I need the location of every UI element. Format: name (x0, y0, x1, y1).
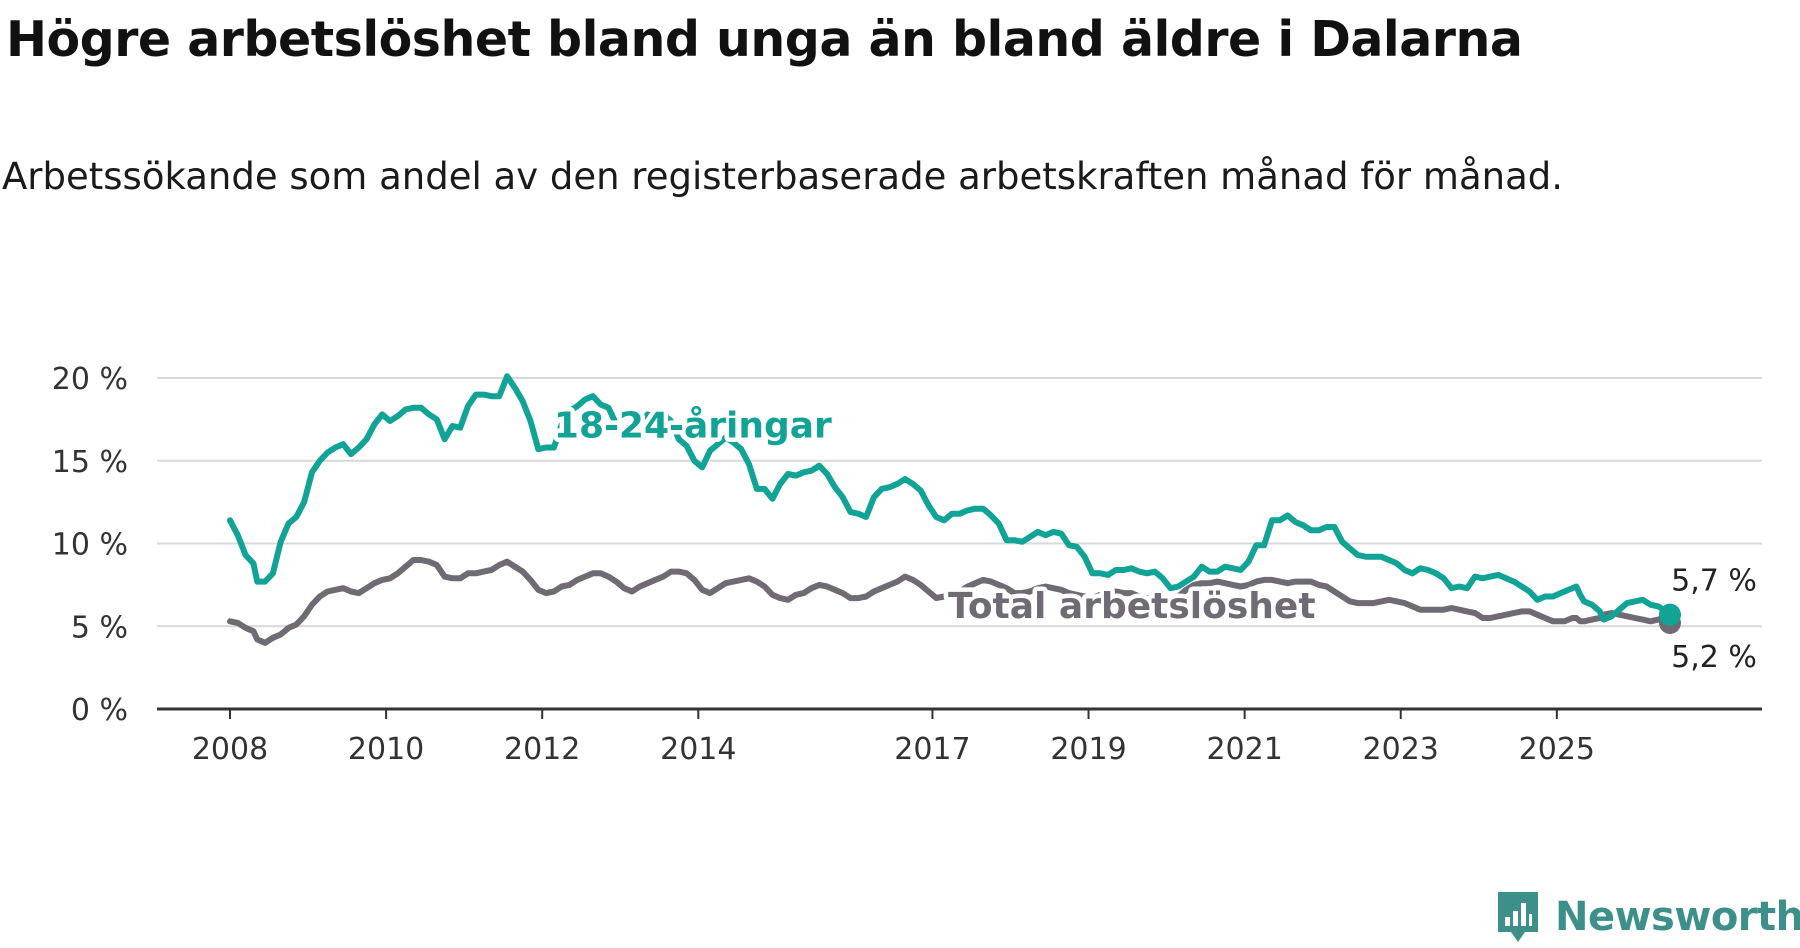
y-tick-label: 15 % (52, 445, 128, 480)
x-tick-label: 2017 (894, 732, 970, 767)
x-tick-label: 2008 (192, 732, 268, 767)
brand-logo: Newsworthy (1495, 889, 1800, 945)
series-line-total (227, 557, 1673, 646)
gridlines (157, 377, 1762, 711)
y-axis-ticks: 0 % 5 % 10 % 15 % 20 % (52, 362, 128, 728)
end-label-total: 5,2 % (1671, 640, 1757, 675)
x-tick-label: 2012 (504, 732, 580, 767)
end-point-youth (1659, 603, 1681, 626)
x-tick-label: 2010 (348, 732, 424, 767)
y-tick-label: 0 % (71, 693, 128, 728)
x-tick-label: 2023 (1363, 732, 1439, 767)
end-label-youth: 5,7 % (1671, 564, 1757, 599)
y-tick-label: 10 % (52, 528, 128, 563)
chart-subtitle: Arbetssökande som andel av den registerb… (2, 155, 1563, 198)
x-tick-label: 2025 (1519, 732, 1595, 767)
series-label-youth: 18-24-åringar (554, 406, 832, 447)
y-tick-label: 20 % (52, 362, 128, 397)
x-tick-label: 2014 (660, 732, 736, 767)
newsworthy-logo-icon (1498, 892, 1538, 942)
series-labels: 18-24-åringar Total arbetslöshet 5,7 % 5,2 … (549, 401, 1757, 675)
series-line-youth (227, 373, 1673, 623)
series-label-total: Total arbetslöshet (948, 586, 1316, 627)
x-tick-label: 2019 (1050, 732, 1126, 767)
chart-title: Högre arbetslöshet bland unga än bland ä… (6, 11, 1523, 68)
x-tick-label: 2021 (1206, 732, 1282, 767)
x-axis-ticks: 2008 2010 2012 2014 2017 2019 2021 2023 2025 (192, 709, 1595, 767)
series-lines (227, 373, 1681, 646)
brand-name: Newsworthy (1555, 894, 1800, 940)
y-tick-label: 5 % (71, 610, 128, 645)
